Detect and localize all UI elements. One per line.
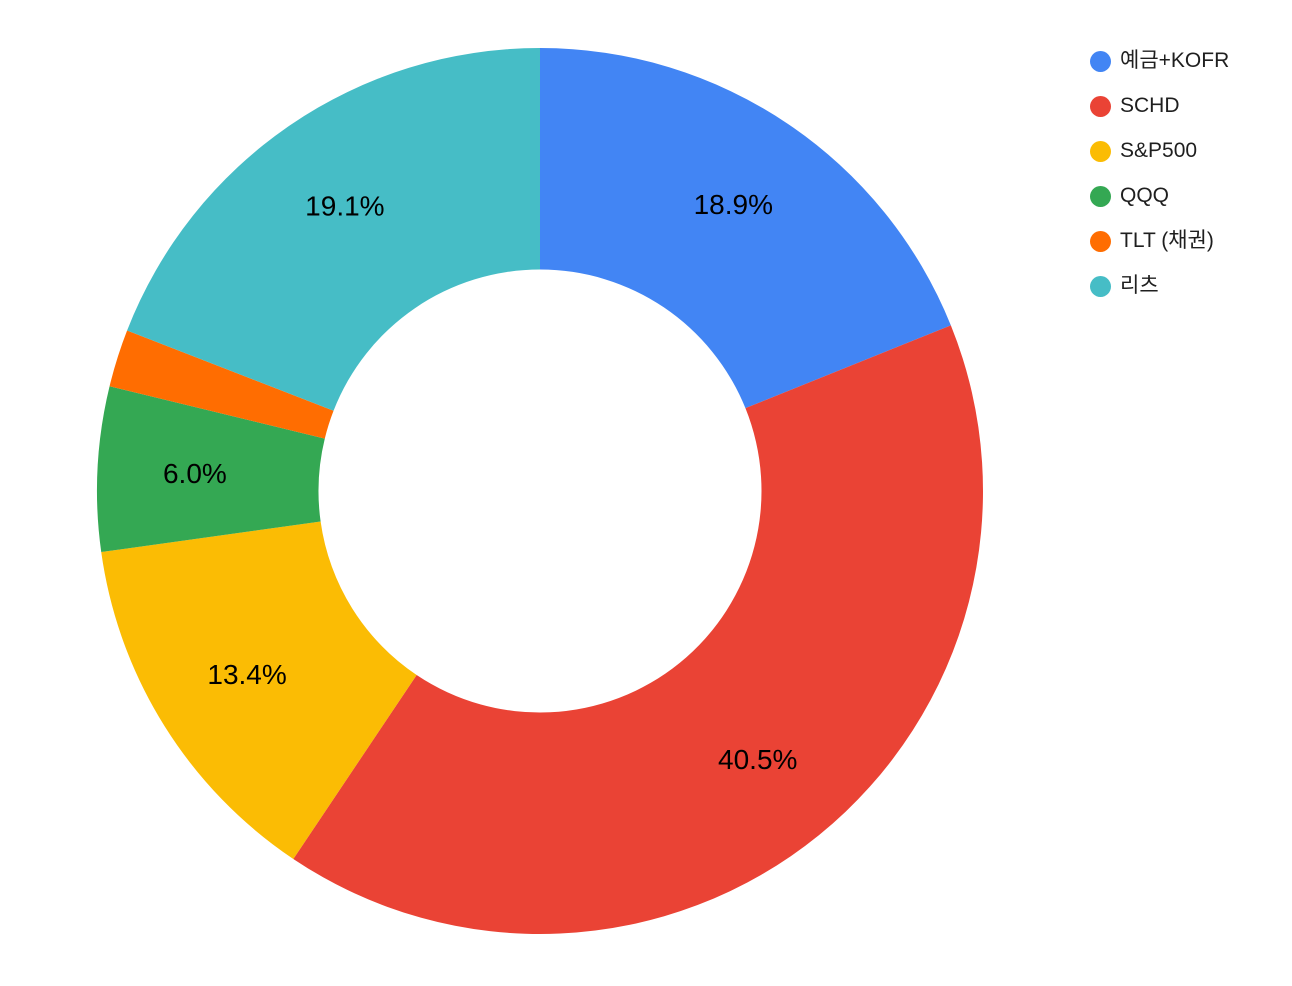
- legend-label: QQQ: [1120, 184, 1170, 207]
- legend-swatch-icon: [1090, 140, 1111, 162]
- legend-label: 예금+KOFR: [1120, 49, 1230, 72]
- legend-swatch-icon: [1090, 50, 1111, 72]
- donut-slice-2[interactable]: [293, 325, 983, 934]
- slice-label-4: 6.0%: [163, 458, 227, 489]
- legend-item-6[interactable]: 리츠: [1090, 275, 1229, 297]
- legend-item-4[interactable]: QQQ: [1090, 185, 1229, 207]
- slice-label-2: 40.5%: [718, 744, 797, 775]
- legend-swatch-icon: [1090, 95, 1111, 117]
- legend-swatch-icon: [1090, 230, 1111, 252]
- slice-label-3: 13.4%: [207, 659, 286, 690]
- donut-slice-5[interactable]: [109, 330, 334, 439]
- legend-swatch-icon: [1090, 275, 1111, 297]
- legend-item-5[interactable]: TLT (채권): [1090, 230, 1229, 252]
- donut-slice-1[interactable]: [540, 48, 951, 409]
- legend-label: 리츠: [1120, 274, 1159, 297]
- legend-label: TLT (채권): [1120, 229, 1214, 252]
- donut-slice-4[interactable]: [97, 386, 325, 553]
- legend-swatch-icon: [1090, 185, 1111, 207]
- slice-label-1: 18.9%: [694, 189, 773, 220]
- donut-slice-3[interactable]: [101, 521, 417, 859]
- legend-label: SCHD: [1120, 94, 1180, 117]
- legend-item-3[interactable]: S&P500: [1090, 140, 1229, 162]
- legend-label: S&P500: [1120, 139, 1198, 162]
- legend-item-2[interactable]: SCHD: [1090, 95, 1229, 117]
- donut-slice-6[interactable]: [127, 48, 540, 411]
- chart-legend: 예금+KOFR SCHD S&P500 QQQ TLT (채권) 리츠: [1090, 50, 1229, 297]
- slice-label-6: 19.1%: [305, 190, 384, 221]
- legend-item-1[interactable]: 예금+KOFR: [1090, 50, 1229, 72]
